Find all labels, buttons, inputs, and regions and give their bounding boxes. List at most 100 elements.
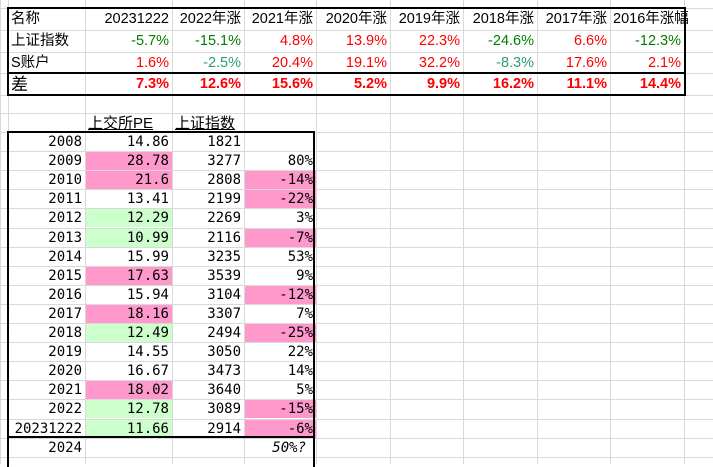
value-cell[interactable]: 9.9% [426, 76, 460, 93]
index-cell[interactable]: 2808 [207, 172, 241, 189]
index-cell[interactable]: 3539 [207, 267, 241, 284]
value-cell[interactable]: 13.9% [345, 33, 387, 50]
year-cell[interactable]: 2020 [48, 363, 82, 380]
value-cell[interactable]: 5.2% [353, 76, 387, 93]
value-cell[interactable]: 32.2% [418, 54, 460, 71]
pe-cell[interactable]: 16.67 [126, 363, 169, 380]
change-cell[interactable] [245, 133, 316, 151]
value-cell[interactable]: 7.3% [135, 76, 169, 93]
year-cell[interactable]: 2013 [48, 229, 82, 246]
index-cell[interactable]: 3089 [207, 401, 241, 418]
change-cell[interactable]: 5% [296, 382, 313, 399]
header-cell[interactable]: 2022年涨 [179, 11, 241, 28]
pe-cell[interactable]: 12.49 [86, 324, 172, 343]
value-cell[interactable]: 2.1% [647, 54, 681, 71]
year-cell[interactable]: 2010 [48, 172, 82, 189]
year-cell[interactable]: 20231222 [14, 420, 82, 437]
year-cell[interactable]: 2012 [48, 210, 82, 227]
change-cell[interactable]: -22% [245, 190, 316, 209]
year-cell[interactable]: 2022 [48, 401, 82, 418]
index-cell[interactable]: 2914 [207, 420, 241, 437]
value-cell[interactable]: 17.6% [565, 54, 607, 71]
year-cell[interactable]: 2015 [48, 267, 82, 284]
pe-cell[interactable]: 10.99 [86, 228, 172, 247]
value-cell[interactable]: 6.6% [573, 33, 607, 50]
index-cell[interactable]: 1821 [207, 134, 241, 151]
pe-cell[interactable]: 21.6 [86, 171, 172, 190]
year-cell[interactable]: 2009 [48, 153, 82, 170]
year-cell[interactable]: 2017 [48, 305, 82, 322]
header-cell[interactable]: 名称 [11, 11, 40, 28]
index-cell[interactable]: 2116 [207, 229, 241, 246]
row-label[interactable]: S账户 [11, 54, 50, 71]
pe-cell[interactable]: 17.63 [86, 266, 172, 285]
year-cell[interactable]: 2018 [48, 325, 82, 342]
index-cell[interactable]: 3050 [207, 344, 241, 361]
value-cell[interactable]: -24.6% [488, 33, 534, 50]
year-cell[interactable]: 2016 [48, 286, 82, 303]
change-cell[interactable]: 50%? [272, 439, 306, 456]
index-cell[interactable]: 3307 [207, 305, 241, 322]
year-cell[interactable]: 2014 [48, 248, 82, 265]
header-cell[interactable]: 2020年涨 [325, 11, 387, 28]
index-cell[interactable]: 2199 [207, 191, 241, 208]
value-cell[interactable]: -2.5% [203, 54, 241, 71]
header-cell[interactable]: 2019年涨 [398, 11, 460, 28]
pe-cell[interactable]: 13.41 [126, 191, 169, 208]
value-cell[interactable]: 12.6% [199, 76, 241, 93]
header-cell[interactable]: 2018年涨 [472, 11, 534, 28]
pe-cell[interactable]: 15.99 [126, 248, 169, 265]
year-cell[interactable]: 2011 [48, 191, 82, 208]
index-cell[interactable]: 3640 [207, 382, 241, 399]
year-cell[interactable]: 2021 [48, 382, 82, 399]
value-cell[interactable]: -8.3% [496, 54, 534, 71]
row-label[interactable]: 差 [11, 75, 28, 94]
pe-cell[interactable]: 12.78 [86, 400, 172, 419]
header-cell[interactable]: 20231222 [104, 11, 169, 28]
year-cell[interactable]: 2019 [48, 344, 82, 361]
change-cell[interactable]: -25% [245, 324, 316, 343]
row-label[interactable]: 上证指数 [11, 33, 69, 50]
change-cell[interactable]: 80% [287, 153, 313, 170]
pe-cell[interactable]: 15.94 [126, 286, 169, 303]
change-cell[interactable]: -6% [245, 419, 316, 438]
header-cell[interactable]: 2017年涨 [545, 11, 607, 28]
header-cell[interactable]: 2016年涨幅 [613, 11, 689, 28]
year-cell[interactable]: 2008 [48, 134, 82, 151]
change-cell[interactable]: 9% [296, 267, 313, 284]
change-cell[interactable]: 53% [287, 248, 313, 265]
value-cell[interactable]: 11.1% [566, 76, 607, 93]
column-header-index[interactable]: 上证指数 [175, 114, 236, 132]
change-cell[interactable]: 3% [296, 210, 313, 227]
value-cell[interactable]: 4.8% [279, 33, 313, 50]
index-cell[interactable]: 3235 [207, 248, 241, 265]
index-cell[interactable]: 3277 [207, 153, 241, 170]
pe-cell[interactable]: 14.86 [126, 134, 169, 151]
index-cell[interactable]: 3104 [207, 286, 241, 303]
value-cell[interactable]: -15.1% [195, 33, 241, 50]
value-cell[interactable]: 19.1% [345, 54, 387, 71]
pe-cell[interactable]: 11.66 [86, 419, 172, 438]
pe-cell[interactable]: 18.16 [86, 304, 172, 323]
pe-cell[interactable]: 18.02 [86, 381, 172, 400]
value-cell[interactable]: 20.4% [271, 54, 313, 71]
value-cell[interactable]: 14.4% [639, 76, 681, 93]
value-cell[interactable]: 15.6% [271, 76, 313, 93]
value-cell[interactable]: -5.7% [131, 33, 169, 50]
column-header-pe[interactable]: 上交所PE [88, 114, 154, 132]
header-cell[interactable]: 2021年涨 [251, 11, 313, 28]
pe-cell[interactable]: 14.55 [126, 344, 169, 361]
value-cell[interactable]: -12.3% [635, 33, 681, 50]
value-cell[interactable]: 22.3% [418, 33, 460, 50]
index-cell[interactable]: 2269 [207, 210, 241, 227]
index-cell[interactable]: 3473 [207, 363, 241, 380]
change-cell[interactable]: -15% [245, 400, 316, 419]
pe-cell[interactable]: 28.78 [86, 152, 172, 171]
change-cell[interactable]: -12% [245, 285, 316, 304]
pe-cell[interactable]: 12.29 [86, 209, 172, 228]
change-cell[interactable]: 22% [287, 344, 313, 361]
change-cell[interactable]: 14% [287, 363, 313, 380]
year-cell[interactable]: 2024 [48, 439, 82, 456]
index-cell[interactable]: 2494 [207, 325, 241, 342]
value-cell[interactable]: 1.6% [135, 54, 169, 71]
